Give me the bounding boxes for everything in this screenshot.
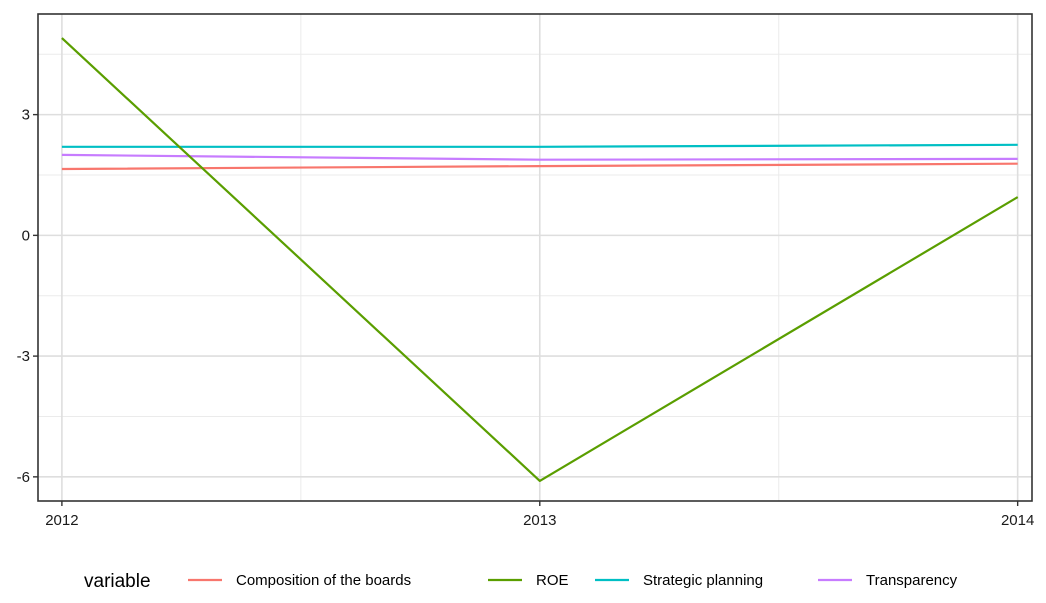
major-gridlines bbox=[38, 14, 1032, 501]
series-line-transparency bbox=[61, 153, 1018, 161]
legend-label-transparency: Transparency bbox=[866, 572, 958, 589]
x-tick-label: 2013 bbox=[523, 512, 556, 529]
series-line-composition-of-the-boards bbox=[61, 162, 1018, 171]
x-tick-label: 2014 bbox=[1001, 512, 1034, 529]
series-lines bbox=[61, 37, 1019, 482]
y-tick-label: -6 bbox=[17, 469, 30, 486]
y-axis: 3 0 -3 -6 bbox=[17, 107, 38, 486]
plot-panel-border bbox=[37, 13, 1033, 502]
legend-label-strategic-planning: Strategic planning bbox=[643, 572, 763, 589]
y-tick-label: 3 bbox=[22, 107, 30, 124]
y-tick-label: 0 bbox=[22, 227, 30, 244]
legend-label-roe: ROE bbox=[536, 572, 569, 589]
x-axis: 2012 2013 2014 bbox=[45, 501, 1034, 529]
series-line-roe bbox=[61, 37, 1019, 482]
series-line-strategic-planning bbox=[61, 143, 1018, 148]
x-tick-label: 2012 bbox=[45, 512, 78, 529]
legend-label-composition-of-the-boards: Composition of the boards bbox=[236, 572, 411, 589]
y-tick-label: -3 bbox=[17, 348, 30, 365]
minor-gridlines bbox=[38, 14, 1032, 501]
legend-title: variable bbox=[84, 571, 151, 592]
legend-items: Composition of the boards ROE Strategic pl… bbox=[188, 572, 958, 589]
legend: variable Composition of the boards ROE Str… bbox=[84, 571, 958, 592]
